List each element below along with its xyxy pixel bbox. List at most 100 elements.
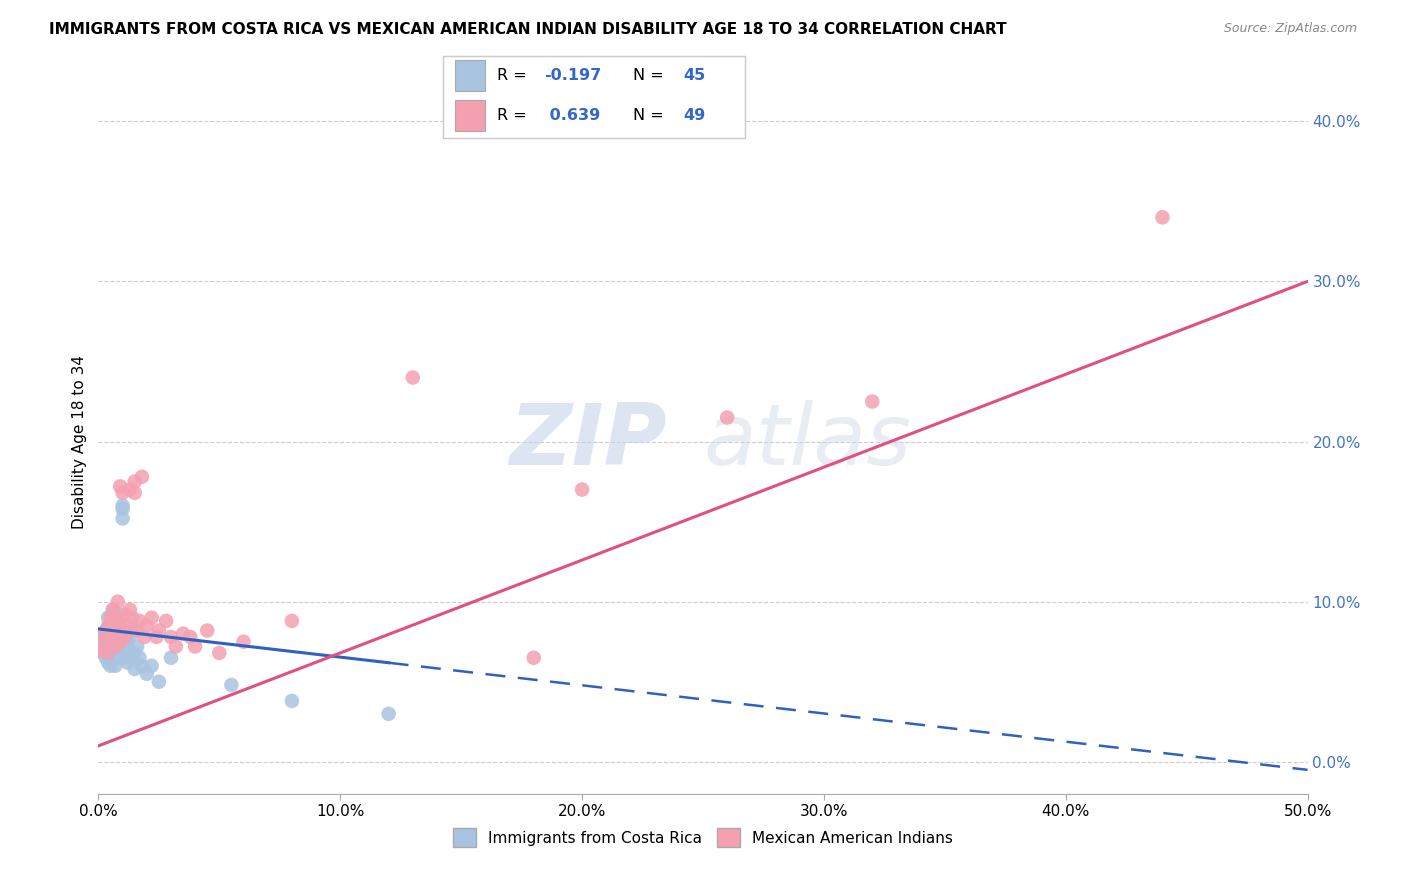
Point xyxy=(131,658,153,673)
Point xyxy=(148,674,170,689)
Point xyxy=(97,634,120,648)
Point xyxy=(128,614,150,628)
Point xyxy=(94,650,117,665)
Point xyxy=(101,630,124,644)
Point xyxy=(571,483,593,497)
Point xyxy=(94,642,117,657)
Point xyxy=(91,634,114,648)
Point xyxy=(111,511,134,525)
Point xyxy=(165,640,187,654)
Point xyxy=(135,618,157,632)
Point xyxy=(104,658,127,673)
Point xyxy=(107,630,129,644)
Point xyxy=(114,607,136,622)
Point xyxy=(141,610,163,624)
Text: N =: N = xyxy=(633,69,669,83)
Point xyxy=(117,634,139,648)
Point xyxy=(108,634,131,648)
Point xyxy=(160,630,183,644)
Point xyxy=(101,603,124,617)
Point xyxy=(100,624,122,638)
Point xyxy=(108,642,131,657)
Point xyxy=(104,618,127,632)
Point xyxy=(118,650,141,665)
Point xyxy=(148,624,170,638)
Point xyxy=(108,618,131,632)
Point xyxy=(377,706,399,721)
Point xyxy=(90,642,112,657)
Point xyxy=(118,630,141,644)
Point xyxy=(195,624,218,638)
Point xyxy=(111,485,134,500)
Point xyxy=(402,370,425,384)
Text: N =: N = xyxy=(633,108,669,123)
Text: 0.639: 0.639 xyxy=(544,108,600,123)
Point xyxy=(121,624,143,638)
Y-axis label: Disability Age 18 to 34: Disability Age 18 to 34 xyxy=(72,354,87,529)
Point xyxy=(100,658,122,673)
Text: 49: 49 xyxy=(683,108,706,123)
Text: ZIP: ZIP xyxy=(509,400,666,483)
Point xyxy=(100,640,122,654)
Point xyxy=(100,618,122,632)
Point xyxy=(100,610,122,624)
Point xyxy=(97,656,120,670)
FancyBboxPatch shape xyxy=(456,100,485,131)
Point xyxy=(114,642,136,657)
Text: R =: R = xyxy=(498,108,533,123)
Point xyxy=(121,610,143,624)
Point xyxy=(108,479,131,493)
Point xyxy=(104,636,127,650)
Text: Source: ZipAtlas.com: Source: ZipAtlas.com xyxy=(1223,22,1357,36)
Point xyxy=(94,634,117,648)
Point xyxy=(232,634,254,648)
Point xyxy=(114,650,136,665)
Point xyxy=(94,624,117,638)
Point xyxy=(860,394,883,409)
Point xyxy=(97,618,120,632)
Point xyxy=(114,630,136,644)
Point xyxy=(118,603,141,617)
Point xyxy=(124,475,146,489)
FancyBboxPatch shape xyxy=(456,61,485,92)
Point xyxy=(117,618,139,632)
Point xyxy=(155,614,177,628)
Point xyxy=(118,483,141,497)
Point xyxy=(145,630,167,644)
Point xyxy=(117,656,139,670)
Point xyxy=(101,603,124,617)
Point xyxy=(91,626,114,640)
Point xyxy=(107,595,129,609)
Point xyxy=(208,646,231,660)
Point xyxy=(160,650,183,665)
Point xyxy=(134,630,156,644)
Point xyxy=(101,650,124,665)
Point xyxy=(184,640,207,654)
Point xyxy=(128,650,150,665)
Point xyxy=(127,624,149,638)
Point xyxy=(107,607,129,622)
Point xyxy=(97,610,120,624)
Point xyxy=(523,650,546,665)
Text: R =: R = xyxy=(498,69,533,83)
Point xyxy=(281,694,304,708)
Point xyxy=(281,614,304,628)
Point xyxy=(104,614,127,628)
Point xyxy=(127,640,149,654)
Point xyxy=(716,410,738,425)
Point xyxy=(141,658,163,673)
Point xyxy=(172,626,194,640)
Point xyxy=(124,662,146,676)
Point xyxy=(111,501,134,516)
Point xyxy=(90,630,112,644)
Legend: Immigrants from Costa Rica, Mexican American Indians: Immigrants from Costa Rica, Mexican Amer… xyxy=(447,822,959,853)
Text: IMMIGRANTS FROM COSTA RICA VS MEXICAN AMERICAN INDIAN DISABILITY AGE 18 TO 34 CO: IMMIGRANTS FROM COSTA RICA VS MEXICAN AM… xyxy=(49,22,1007,37)
Point xyxy=(111,499,134,513)
Text: atlas: atlas xyxy=(703,400,911,483)
Point xyxy=(124,646,146,660)
Point xyxy=(104,640,127,654)
Text: 45: 45 xyxy=(683,69,706,83)
Point xyxy=(91,646,114,660)
Point xyxy=(131,469,153,483)
Point xyxy=(107,614,129,628)
